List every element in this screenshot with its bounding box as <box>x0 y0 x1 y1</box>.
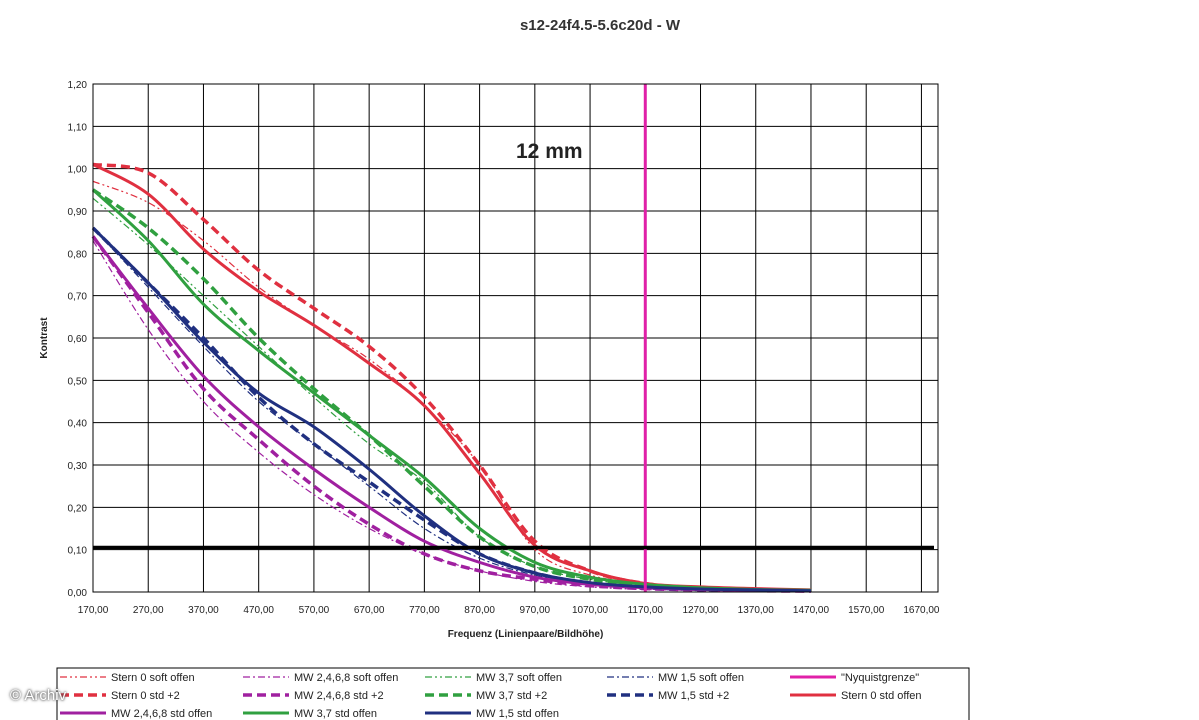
x-tick-label: 870,00 <box>464 605 495 616</box>
x-tick-label: 1670,00 <box>903 605 940 616</box>
y-tick-label: 0,00 <box>68 588 88 599</box>
series-mw-3-7-std-offen <box>91 188 811 592</box>
y-tick-label: 0,70 <box>68 292 88 303</box>
y-axis-label: Kontrast <box>39 317 50 359</box>
legend-label-stern-0-soft-offen: Stern 0 soft offen <box>111 672 195 684</box>
legend-label-mw-2-4-6-8-std-2: MW 2,4,6,8 std +2 <box>294 690 384 702</box>
legend-label-mw-2-4-6-8-soft-offen: MW 2,4,6,8 soft offen <box>294 672 398 684</box>
legend-label-mw-2-4-6-8-std-offen: MW 2,4,6,8 std offen <box>111 708 212 720</box>
x-tick-label: 1070,00 <box>572 605 609 616</box>
legend-label-mw-3-7-std-2: MW 3,7 std +2 <box>476 690 547 702</box>
y-tick-label: 0,60 <box>68 334 88 345</box>
x-tick-label: 570,00 <box>299 605 330 616</box>
x-tick-label: 1370,00 <box>738 605 775 616</box>
chart-title: s12-24f4.5-5.6c20d - W <box>520 17 681 34</box>
x-tick-label: 1270,00 <box>682 605 719 616</box>
series-mw-3-7-soft-offen <box>92 197 811 591</box>
x-tick-label: 970,00 <box>520 605 551 616</box>
y-tick-label: 0,20 <box>68 503 88 514</box>
y-tick-label: 0,40 <box>68 419 88 430</box>
y-tick-label: 1,10 <box>68 122 88 133</box>
x-tick-label: 170,00 <box>78 605 109 616</box>
y-tick-label: 0,10 <box>68 546 88 557</box>
y-tick-label: 1,00 <box>68 165 88 176</box>
legend-label-stern-0-std-2: Stern 0 std +2 <box>111 690 180 702</box>
x-tick-label: 470,00 <box>243 605 274 616</box>
legend-label-mw-1-5-std-2: MW 1,5 std +2 <box>658 690 729 702</box>
legend-label-mw-3-7-soft-offen: MW 3,7 soft offen <box>476 672 562 684</box>
legend-label-mw-1-5-std-offen: MW 1,5 std offen <box>476 708 559 720</box>
legend-label-mw-1-5-soft-offen: MW 1,5 soft offen <box>658 672 744 684</box>
legend-label-stern-0-std-offen: Stern 0 std offen <box>841 690 922 702</box>
x-axis-label: Frequenz (Linienpaare/Bildhöhe) <box>448 629 604 640</box>
series-mw-1-5-std-offen <box>91 226 811 593</box>
y-tick-label: 0,30 <box>68 461 88 472</box>
x-tick-label: 270,00 <box>133 605 164 616</box>
y-tick-label: 0,90 <box>68 207 88 218</box>
y-tick-label: 0,50 <box>68 376 88 387</box>
legend-label-mw-3-7-std-offen: MW 3,7 std offen <box>294 708 377 720</box>
legend-label-nyquistgrenze: "Nyquistgrenze" <box>841 672 919 684</box>
legend: Stern 0 soft offen MW 2,4,6,8 soft offen M… <box>56 667 970 720</box>
series-layer <box>91 162 812 593</box>
x-tick-label: 670,00 <box>354 605 385 616</box>
plot-border <box>92 83 939 593</box>
focal-length-annotation: 12 mm <box>516 140 583 163</box>
y-tick-label: 0,80 <box>68 249 88 260</box>
x-tick-labels: 170,00 270,00 370,00 470,00 570,00 670,00 770,… <box>78 605 940 616</box>
x-tick-label: 1470,00 <box>793 605 830 616</box>
x-tick-label: 1170,00 <box>628 605 664 616</box>
y-tick-label: 1,20 <box>68 80 88 91</box>
reference-lines <box>93 84 934 592</box>
x-tick-label: 370,00 <box>188 605 219 616</box>
series-mw-3-7-std-2 <box>92 188 812 593</box>
y-tick-labels: 0,00 0,10 0,20 0,30 0,40 0,50 0,60 0,70 0,80 0,90… <box>68 80 88 599</box>
watermark: © Archiv <box>10 687 67 704</box>
series-stern-0-std-offen <box>92 163 812 592</box>
x-tick-label: 770,00 <box>409 605 440 616</box>
series-stern-0-std-2 <box>92 162 812 593</box>
x-tick-label: 1570,00 <box>848 605 885 616</box>
